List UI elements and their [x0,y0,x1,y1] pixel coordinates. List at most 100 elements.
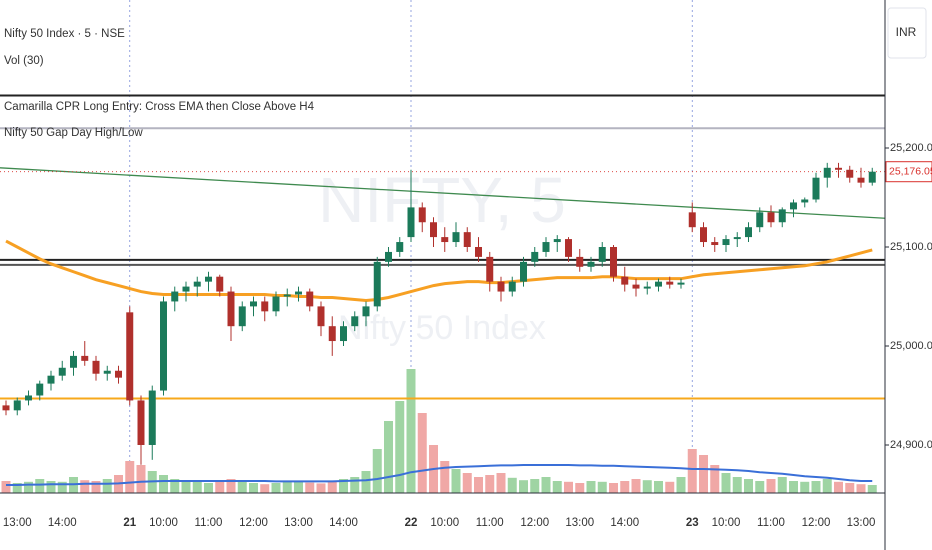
volume-bar [35,479,45,493]
volume-bar [215,481,225,493]
y-tick-label: 24,900.00 [890,439,932,451]
candle-body [666,281,674,285]
volume-bar [271,483,281,493]
currency-box[interactable] [887,7,927,59]
volume-bar [136,465,146,493]
volume-bar [564,481,573,493]
candle-body [475,246,482,257]
volume-bar [867,485,877,493]
candle-body [148,390,156,445]
volume-bar [485,475,495,493]
candle-body [835,167,842,170]
volume-bar [1,481,11,493]
candle-body [373,261,381,307]
candle-body [272,296,280,312]
candle-body [36,383,44,396]
candle-body [58,367,66,376]
volume-bar [856,484,866,493]
candle-body [2,405,10,411]
candle-body [846,169,854,178]
x-tick-label: 22 [405,517,418,529]
candle-body [81,355,89,361]
volume-bar [361,471,371,493]
volume-bar [282,481,292,493]
volume-bar [507,477,517,493]
candle-body [778,209,786,223]
volume-bar [552,481,562,493]
volume-bar [226,479,236,493]
volume-bar [440,461,450,493]
candle-body [182,286,190,292]
candle-body [306,291,314,307]
volume-bar [305,482,315,493]
candle-body [328,326,336,342]
candle-body [587,261,595,267]
volume-bar [597,481,607,493]
volume-bar [845,483,855,493]
volume-bar [395,401,405,493]
candle-body [722,239,730,246]
indicator-label[interactable]: Nifty 50 Gap Day High/Low [4,127,143,139]
x-tick-label: 14:00 [48,517,77,529]
indicator-label[interactable]: Vol (30) [4,55,44,67]
candle-body [351,316,359,327]
candle-body [47,375,55,384]
candle-body [216,276,224,292]
candle-body [868,171,876,183]
x-tick-label: 11:00 [195,517,223,529]
volume-bar [462,473,472,493]
volume-bar [766,479,776,493]
candle-body [103,370,111,374]
x-tick-label: 10:00 [712,517,741,529]
volume-bar [57,481,67,493]
volume-bar [822,479,832,493]
volume-bar [294,481,303,493]
y-tick-label: 25,200.00 [890,142,932,154]
candle-body [362,306,370,317]
candle-body [407,207,415,238]
candle-body [430,222,437,238]
volume-bar [417,413,427,493]
volume-bar [586,481,596,493]
volume-bar [192,481,202,493]
candle-body [171,291,179,302]
x-tick-label: 21 [123,517,136,529]
indicator-label[interactable]: Camarilla CPR Long Entry: Cross EMA then… [4,101,315,113]
volume-bar [170,479,180,493]
volume-bar [541,477,551,493]
x-tick-label: 14:00 [329,517,358,529]
volume-bar [575,483,585,493]
volume-bar [631,479,641,493]
candle-body [756,212,764,228]
volume-bar [451,469,461,493]
candle-body [733,237,741,240]
volume-bar [530,479,540,493]
x-tick-label: 11:00 [476,517,504,529]
volume-bar [12,483,22,493]
candle-body [70,355,77,368]
x-tick-label: 12:00 [520,517,549,529]
volume-bar [777,477,787,493]
currency: INR [896,25,917,39]
volume-bar [732,477,742,493]
volume-bar [721,473,731,493]
candle-body [598,246,606,262]
candle-body [711,242,719,246]
candle-body [508,281,516,292]
candle-body [137,400,145,445]
candle-body [452,232,460,243]
candle-body [677,282,685,285]
candle-body [823,167,831,178]
candle-body [745,227,752,238]
candle-body [553,239,561,243]
candle-body [610,246,617,277]
volume-bar [474,477,483,493]
chart-title: Nifty 50 Index · 5 · NSE [4,28,125,40]
volume-bar [811,481,821,493]
x-tick-label: 14:00 [610,517,639,529]
last-price-label: 25,176.05 [889,165,932,177]
last-price-tag [885,161,932,183]
volume-bar [80,480,90,493]
candle-body [250,301,257,307]
candle-body [486,256,494,282]
